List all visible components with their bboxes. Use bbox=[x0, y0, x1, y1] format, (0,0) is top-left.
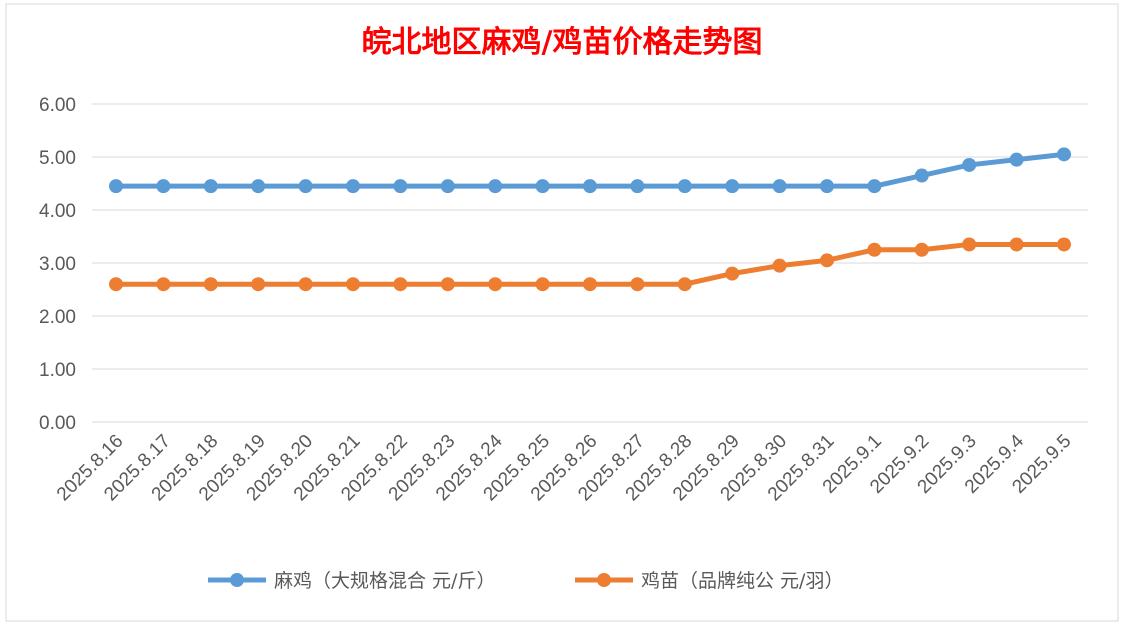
legend-label: 鸡苗（品牌纯公 元/羽） bbox=[641, 570, 843, 592]
data-point bbox=[1009, 237, 1024, 252]
data-point bbox=[109, 179, 123, 194]
data-point bbox=[203, 179, 218, 194]
data-point bbox=[298, 179, 313, 194]
data-point bbox=[393, 277, 408, 292]
legend-item: 麻鸡（大规格混合 元/斤） bbox=[208, 570, 495, 592]
data-point bbox=[962, 237, 977, 252]
data-point bbox=[109, 277, 123, 292]
data-point bbox=[725, 266, 740, 281]
chart-title: 皖北地区麻鸡/鸡苗价格走势图 bbox=[362, 25, 763, 60]
legend-item: 鸡苗（品牌纯公 元/羽） bbox=[575, 570, 843, 592]
legend-swatch-marker bbox=[597, 573, 611, 587]
series-lines bbox=[109, 147, 1071, 292]
y-tick-label: 6.00 bbox=[39, 95, 76, 116]
data-point bbox=[914, 242, 929, 257]
chart-frame bbox=[5, 3, 1119, 622]
data-point bbox=[156, 277, 171, 292]
data-point bbox=[867, 242, 882, 257]
legend: 麻鸡（大规格混合 元/斤） 鸡苗（品牌纯公 元/羽） bbox=[208, 570, 843, 592]
gridlines bbox=[92, 103, 1088, 423]
y-tick-label: 2.00 bbox=[39, 307, 76, 328]
data-point bbox=[298, 277, 313, 292]
data-point bbox=[1009, 152, 1024, 167]
data-point bbox=[346, 277, 360, 292]
y-tick-label: 0.00 bbox=[39, 413, 76, 434]
data-point bbox=[251, 179, 266, 194]
data-point bbox=[440, 179, 455, 194]
y-axis-ticks: 0.00 1.00 2.00 3.00 4.00 5.00 6.00 bbox=[39, 95, 76, 434]
data-point bbox=[583, 179, 597, 194]
data-point bbox=[867, 179, 882, 194]
data-point bbox=[820, 179, 834, 194]
data-point bbox=[962, 157, 977, 172]
data-point bbox=[820, 253, 834, 268]
data-point bbox=[583, 277, 597, 292]
data-point bbox=[203, 277, 218, 292]
data-point bbox=[346, 179, 360, 194]
data-point bbox=[677, 179, 692, 194]
y-tick-label: 1.00 bbox=[39, 360, 76, 381]
data-point bbox=[1057, 147, 1071, 162]
data-point bbox=[725, 179, 740, 194]
data-point bbox=[630, 179, 645, 194]
data-point bbox=[772, 179, 787, 194]
data-point bbox=[251, 277, 266, 292]
data-point bbox=[440, 277, 455, 292]
legend-swatch-marker bbox=[230, 573, 244, 587]
data-point bbox=[914, 168, 929, 183]
data-point bbox=[677, 277, 692, 292]
data-point bbox=[156, 179, 171, 194]
data-point bbox=[535, 277, 550, 292]
series-1 bbox=[109, 147, 1071, 194]
data-point bbox=[630, 277, 645, 292]
data-point bbox=[1057, 237, 1071, 252]
series-2 bbox=[109, 237, 1071, 292]
legend-label: 麻鸡（大规格混合 元/斤） bbox=[274, 570, 495, 592]
y-tick-label: 3.00 bbox=[39, 254, 76, 275]
data-point bbox=[772, 258, 787, 273]
y-tick-label: 4.00 bbox=[39, 201, 76, 222]
data-point bbox=[488, 179, 503, 194]
data-point bbox=[535, 179, 550, 194]
y-tick-label: 5.00 bbox=[39, 148, 76, 169]
data-point bbox=[393, 179, 408, 194]
data-point bbox=[488, 277, 503, 292]
